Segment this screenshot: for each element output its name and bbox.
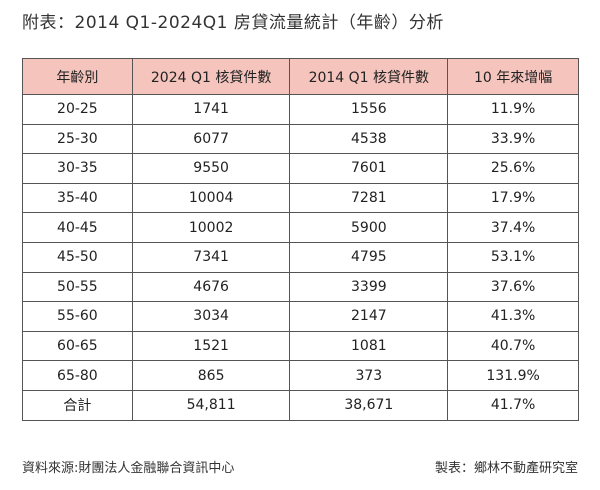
source-note: 資料來源:財團法人金融聯合資訊中心 [22, 461, 235, 476]
cell-age-group: 合計 [22, 389, 133, 421]
cell-age-group: 30-35 [22, 153, 133, 184]
table-row: 合計 54,811 38,671 41.7% [22, 389, 579, 421]
cell-2014q1-count: 4538 [289, 123, 449, 155]
table-row: 50-55 4676 3399 37.6% [22, 271, 579, 303]
table-row: 60-65 1521 1081 40.7% [22, 330, 579, 362]
cell-growth: 33.9% [447, 123, 579, 155]
header-2014q1-count: 2014 Q1 核貸件數 [289, 58, 449, 95]
cell-2014q1-count: 1081 [289, 330, 449, 362]
cell-2014q1-count: 7601 [289, 153, 449, 184]
cell-2024q1-count: 4676 [131, 271, 291, 303]
cell-2024q1-count: 1521 [131, 330, 291, 362]
cell-2024q1-count: 6077 [131, 123, 291, 155]
table-header-row: 年齡別 2024 Q1 核貸件數 2014 Q1 核貸件數 10 年來增幅 [22, 58, 579, 95]
table-row: 45-50 7341 4795 53.1% [22, 241, 579, 273]
cell-growth: 40.7% [447, 330, 579, 362]
cell-growth: 25.6% [447, 153, 579, 184]
header-age-group: 年齡別 [22, 58, 133, 95]
table-row: 65-80 865 373 131.9% [22, 360, 579, 391]
table-row: 30-35 9550 7601 25.6% [22, 153, 579, 184]
cell-2014q1-count: 4795 [289, 241, 449, 273]
header-growth: 10 年來增幅 [447, 58, 579, 95]
cell-2024q1-count: 3034 [131, 301, 291, 332]
cell-age-group: 40-45 [22, 212, 133, 243]
cell-2014q1-count: 7281 [289, 182, 449, 214]
page-title: 附表：2014 Q1-2024Q1 房貸流量統計（年齡）分析 [22, 13, 444, 33]
cell-2024q1-count: 9550 [131, 153, 291, 184]
cell-2014q1-count: 1556 [289, 94, 449, 125]
cell-2024q1-count: 10002 [131, 212, 291, 243]
cell-age-group: 65-80 [22, 360, 133, 391]
cell-2014q1-count: 2147 [289, 301, 449, 332]
cell-growth: 37.4% [447, 212, 579, 243]
cell-growth: 41.7% [447, 389, 579, 421]
mortgage-table: 年齡別 2024 Q1 核貸件數 2014 Q1 核貸件數 10 年來增幅 20… [22, 58, 579, 421]
cell-2024q1-count: 10004 [131, 182, 291, 214]
header-2024q1-count: 2024 Q1 核貸件數 [131, 58, 291, 95]
table-row: 20-25 1741 1556 11.9% [22, 94, 579, 125]
cell-2014q1-count: 5900 [289, 212, 449, 243]
cell-2024q1-count: 7341 [131, 241, 291, 273]
table-row: 55-60 3034 2147 41.3% [22, 301, 579, 332]
cell-2014q1-count: 38,671 [289, 389, 449, 421]
cell-growth: 17.9% [447, 182, 579, 214]
cell-growth: 37.6% [447, 271, 579, 303]
cell-2024q1-count: 865 [131, 360, 291, 391]
cell-age-group: 60-65 [22, 330, 133, 362]
credit-note: 製表：鄉林不動產研究室 [434, 461, 578, 476]
table-row: 40-45 10002 5900 37.4% [22, 212, 579, 243]
cell-2024q1-count: 54,811 [131, 389, 291, 421]
cell-growth: 11.9% [447, 94, 579, 125]
cell-growth: 41.3% [447, 301, 579, 332]
cell-2024q1-count: 1741 [131, 94, 291, 125]
cell-age-group: 55-60 [22, 301, 133, 332]
table-row: 35-40 10004 7281 17.9% [22, 182, 579, 214]
cell-growth: 131.9% [447, 360, 579, 391]
cell-2014q1-count: 3399 [289, 271, 449, 303]
cell-growth: 53.1% [447, 241, 579, 273]
table-row: 25-30 6077 4538 33.9% [22, 123, 579, 155]
cell-age-group: 35-40 [22, 182, 133, 214]
cell-age-group: 25-30 [22, 123, 133, 155]
cell-2014q1-count: 373 [289, 360, 449, 391]
cell-age-group: 50-55 [22, 271, 133, 303]
cell-age-group: 45-50 [22, 241, 133, 273]
cell-age-group: 20-25 [22, 94, 133, 125]
